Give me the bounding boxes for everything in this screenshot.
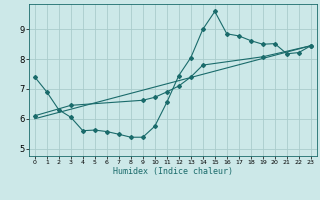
X-axis label: Humidex (Indice chaleur): Humidex (Indice chaleur) (113, 167, 233, 176)
